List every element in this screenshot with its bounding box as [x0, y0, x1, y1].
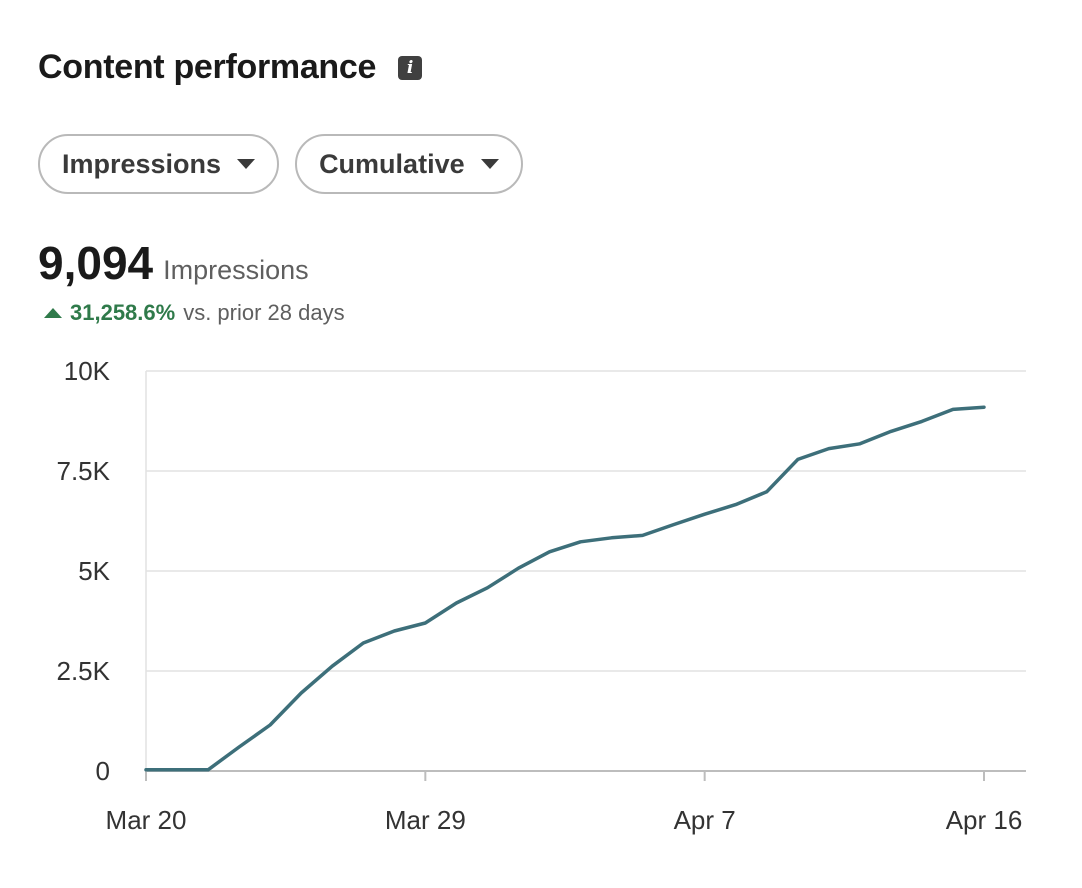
change-indicator: 31,258.6% vs. prior 28 days: [44, 300, 345, 326]
data-point: [516, 566, 520, 570]
data-point: [268, 723, 272, 727]
data-point: [734, 503, 738, 507]
metric-value: 9,094: [38, 237, 154, 289]
data-point: [423, 621, 427, 625]
data-point: [827, 447, 831, 451]
y-tick-label: 7.5K: [57, 456, 111, 486]
filter-bar: Impressions Cumulative: [38, 134, 523, 194]
data-point: [206, 768, 210, 772]
change-context: vs. prior 28 days: [183, 300, 345, 325]
data-point: [703, 512, 707, 516]
data-point: [299, 691, 303, 695]
x-tick-label: Mar 29: [385, 805, 466, 835]
data-point: [547, 550, 551, 554]
info-icon[interactable]: i: [398, 55, 423, 80]
data-point: [237, 745, 241, 749]
metric-unit: Impressions: [163, 255, 309, 285]
y-tick-label: 5K: [78, 556, 110, 586]
metric-dropdown-label: Impressions: [62, 148, 222, 179]
data-point: [641, 533, 645, 537]
mode-dropdown-label: Cumulative: [319, 148, 465, 179]
chevron-down-icon: [237, 159, 256, 169]
data-point: [796, 457, 800, 461]
data-point: [330, 664, 334, 668]
mode-dropdown[interactable]: Cumulative: [295, 134, 523, 194]
data-point: [610, 536, 614, 540]
data-point: [454, 601, 458, 605]
y-tick-label: 0: [96, 756, 110, 786]
data-point: [392, 629, 396, 633]
data-point: [889, 429, 893, 433]
data-point: [982, 405, 986, 409]
change-value: 31,258.6%: [70, 300, 176, 325]
x-tick-label: Apr 7: [674, 805, 736, 835]
header: Content performance i: [38, 48, 423, 87]
data-point: [672, 523, 676, 527]
x-tick-label: Apr 16: [946, 805, 1023, 835]
chevron-down-icon: [480, 159, 499, 169]
y-tick-label: 10K: [64, 356, 111, 386]
data-point: [485, 586, 489, 590]
data-point: [920, 419, 924, 423]
data-point: [765, 490, 769, 494]
data-point: [361, 641, 365, 645]
data-point: [951, 407, 955, 411]
x-tick-label: Mar 20: [106, 805, 187, 835]
line-chart: 0 2.5K 5K 7.5K 10K Mar 20 Mar 29 Apr 7 Apr 16: [57, 356, 1026, 835]
arrow-up-icon: [44, 308, 62, 318]
data-point: [858, 442, 862, 446]
series-line: [144, 405, 986, 772]
page-title: Content performance: [38, 48, 377, 86]
data-point: [579, 540, 583, 544]
y-tick-label: 2.5K: [57, 656, 111, 686]
data-point: [144, 768, 148, 772]
data-point: [175, 768, 179, 772]
metric-dropdown[interactable]: Impressions: [38, 134, 280, 194]
metric-summary: 9,094 Impressions: [38, 236, 309, 290]
